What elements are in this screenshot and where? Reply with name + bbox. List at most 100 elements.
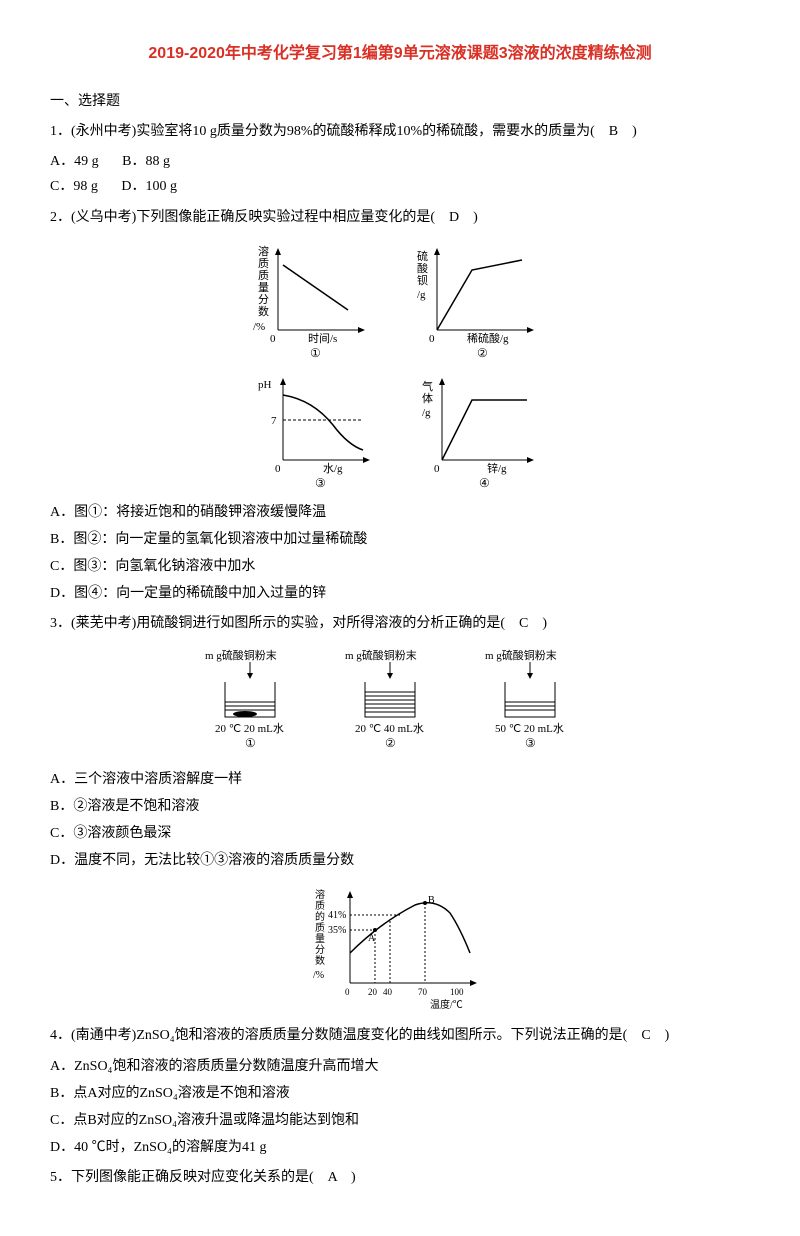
b1-num: ①: [245, 736, 256, 750]
c2-xarrow: [527, 327, 534, 333]
q4-stem: 4．(南通中考)ZnSO₄饱和溶液的溶质质量分数随温度变化的曲线如图所示。下列说…: [50, 1023, 750, 1048]
c3-xarrow: [363, 457, 370, 463]
c2-yl2: 酸: [417, 261, 428, 275]
c4-num: ④: [479, 476, 490, 490]
c1-xarrow: [358, 327, 365, 333]
q3-beakers-svg: m g硫酸铜粉末 20 ℃ 20 mL水 ① m g硫酸铜粉末 20 ℃ 40 …: [190, 647, 610, 757]
c1-line: [283, 265, 348, 310]
b3-text: 50 ℃ 20 mL水: [495, 722, 564, 735]
q4c-curve: [350, 903, 470, 953]
q4c-yl6: 分: [315, 944, 325, 956]
b3-label: m g硫酸铜粉末: [485, 648, 557, 662]
q1-opts-row1: A．49 g B．88 g: [50, 149, 750, 174]
c3-num: ③: [315, 476, 326, 490]
q3-optB: B．②溶液是不饱和溶液: [50, 794, 750, 819]
b1-arrow-head: [247, 673, 253, 679]
q2-optB: B．图②：向一定量的氢氧化钡溶液中加过量稀硫酸: [50, 527, 750, 552]
q2-chart3: pH 0 7 水/g ③: [253, 370, 383, 490]
c2-yarrow: [434, 248, 440, 255]
q5-stem: 5．下列图像能正确反映对应变化关系的是( A ): [50, 1165, 750, 1190]
q3-stem: 3．(莱芜中考)用硫酸铜进行如图所示的实验，对所得溶液的分析正确的是( C ): [50, 611, 750, 636]
q2-chart4: 气 体 /g 0 锌/g ④: [417, 370, 547, 490]
q4c-dotB: [423, 901, 427, 905]
q4c-xarrow: [470, 980, 477, 986]
q2-chart2: 硫 酸 钡 /g 0 稀硫酸/g ②: [412, 240, 552, 360]
c4-yarrow: [439, 378, 445, 385]
q1-optD: D．100 g: [121, 179, 177, 194]
c4-xarrow: [527, 457, 534, 463]
c1-yl2: 质: [258, 257, 269, 270]
section-heading: 一、选择题: [50, 89, 750, 114]
q4c-yl7: 数: [315, 954, 325, 967]
c1-yl5: 分: [258, 293, 269, 306]
c2-line: [437, 260, 522, 330]
c4-yl2: 体: [422, 391, 433, 405]
c3-yarrow: [280, 378, 286, 385]
b2-label: m g硫酸铜粉末: [345, 648, 417, 662]
q3-beakers: m g硫酸铜粉末 20 ℃ 20 mL水 ① m g硫酸铜粉末 20 ℃ 40 …: [50, 647, 750, 757]
b2-arrow-head: [387, 673, 393, 679]
q2-chart1: 溶 质 质 量 分 数 /% 0 时间/s ①: [248, 240, 378, 360]
c3-origin: 0: [275, 463, 281, 475]
c2-num: ②: [477, 346, 488, 360]
c1-origin: 0: [270, 333, 276, 345]
q4c-x70: 70: [418, 987, 428, 997]
b2-num: ②: [385, 736, 396, 750]
q1-optC: C．98 g: [50, 179, 98, 194]
q4c-yl8: /%: [313, 970, 324, 981]
b3-arrow-head: [527, 673, 533, 679]
c1-yl7: /%: [253, 321, 265, 333]
q3-optD: D．温度不同，无法比较①③溶液的溶质质量分数: [50, 848, 750, 873]
b3-num: ③: [525, 736, 536, 750]
c3-curve: [283, 395, 363, 450]
c2-xlabel: 稀硫酸/g: [467, 331, 509, 345]
q3-optA: A．三个溶液中溶质溶解度一样: [50, 767, 750, 792]
q4c-x20: 20: [368, 987, 378, 997]
c1-yl3: 质: [258, 269, 269, 282]
q4c-ptA: A: [368, 933, 376, 944]
c4-origin: 0: [434, 463, 440, 475]
q4-optC: C．点B对应的ZnSO₄溶液升温或降温均能达到饱和: [50, 1108, 750, 1133]
b1-solid: [233, 711, 257, 717]
q4c-x0: 0: [345, 987, 350, 997]
c2-yl4: /g: [417, 289, 426, 301]
q3-optC: C．③溶液颜色最深: [50, 821, 750, 846]
page-title: 2019-2020年中考化学复习第1编第9单元溶液课题3溶液的浓度精练检测: [50, 40, 750, 69]
c1-yl6: 数: [258, 305, 269, 318]
q4c-dotA: [373, 928, 377, 932]
q2-stem: 2．(义乌中考)下列图像能正确反映实验过程中相应量变化的是( D ): [50, 205, 750, 230]
q4-chart-svg: 溶 质 的 质 量 分 数 /% 41% 35% A B 0 20 40 70 …: [310, 883, 490, 1013]
c3-ytick: 7: [271, 415, 277, 427]
c2-origin: 0: [429, 333, 435, 345]
c1-yarrow: [275, 248, 281, 255]
q4c-y2: 35%: [328, 925, 346, 936]
q4-optD: D．40 ℃时，ZnSO₄的溶解度为41 g: [50, 1135, 750, 1160]
q1-stem: 1．(永州中考)实验室将10 g质量分数为98%的硫酸稀释成10%的稀硫酸，需要…: [50, 119, 750, 144]
c4-xlabel: 锌/g: [487, 461, 507, 475]
q4-optA: A．ZnSO₄饱和溶液的溶质质量分数随温度升高而增大: [50, 1054, 750, 1079]
c4-yl1: 气: [422, 379, 433, 393]
b1-label: m g硫酸铜粉末: [205, 648, 277, 662]
c1-yl4: 量: [258, 281, 269, 294]
q4c-xlabel: 温度/℃: [430, 998, 463, 1011]
q4c-yl3: 的: [315, 910, 325, 923]
q4c-yl1: 溶: [315, 888, 325, 901]
c4-yl3: /g: [422, 407, 431, 419]
q4c-yarrow: [347, 891, 353, 898]
q1-optA: A．49 g: [50, 154, 99, 169]
q4c-yl5: 量: [315, 933, 325, 945]
q4c-yl2: 质: [315, 900, 325, 912]
c3-ylabel: pH: [258, 379, 272, 391]
q2-optC: C．图③：向氢氧化钠溶液中加水: [50, 554, 750, 579]
q1-optB: B．88 g: [122, 154, 170, 169]
b2-text: 20 ℃ 40 mL水: [355, 722, 424, 735]
q4c-x40: 40: [383, 987, 393, 997]
q2-charts-row2: pH 0 7 水/g ③ 气 体 /g 0 锌/g ④: [50, 370, 750, 490]
c4-line: [442, 400, 527, 460]
b1-text: 20 ℃ 20 mL水: [215, 722, 284, 735]
q4c-ptB: B: [428, 895, 435, 906]
c2-yl3: 钡: [417, 273, 428, 287]
q2-optA: A．图①：将接近饱和的硝酸钾溶液缓慢降温: [50, 500, 750, 525]
q2-charts-row1: 溶 质 质 量 分 数 /% 0 时间/s ① 硫 酸 钡 /g 0 稀硫酸/g…: [50, 240, 750, 360]
q2-optD: D．图④：向一定量的稀硫酸中加入过量的锌: [50, 581, 750, 606]
